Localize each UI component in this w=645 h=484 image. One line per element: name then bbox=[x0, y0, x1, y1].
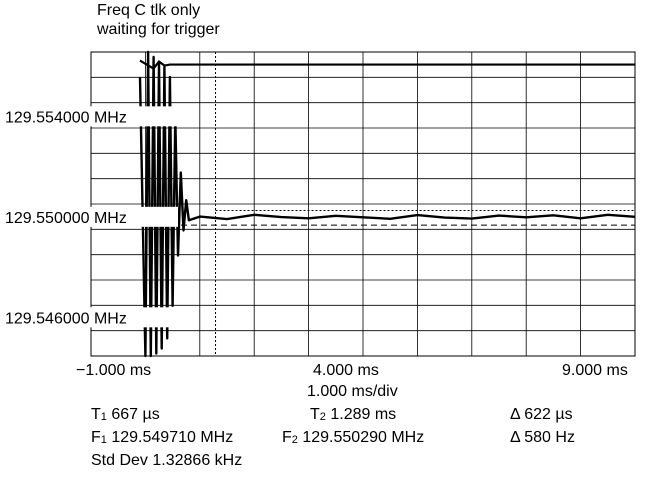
t1-readout: T1 667 µs bbox=[91, 406, 160, 423]
t2-readout: T2 1.289 ms bbox=[310, 406, 397, 423]
traces bbox=[138, 50, 636, 358]
std-dev-prefix: Std Dev bbox=[91, 452, 148, 469]
y-tick-label-bg bbox=[2, 206, 178, 227]
y-tick-labels: 129.554000 MHz 129.550000 MHz 129.546000 M… bbox=[2, 106, 178, 328]
dt-value: 622 µs bbox=[524, 406, 573, 423]
status-line-2: waiting for trigger bbox=[97, 21, 220, 38]
f2-value: 129.550290 MHz bbox=[302, 429, 425, 446]
t2-value: 1.289 ms bbox=[330, 406, 397, 423]
x-tick-label-mid: 4.000 ms bbox=[313, 362, 379, 379]
trace-line bbox=[138, 50, 636, 358]
x-tick-label-right: 9.000 ms bbox=[562, 362, 628, 379]
f2-readout: F2 129.550290 MHz bbox=[282, 429, 425, 446]
y-tick-label-bg bbox=[2, 106, 178, 127]
f1-value: 129.549710 MHz bbox=[111, 429, 234, 446]
upper-trace-line bbox=[139, 59, 635, 71]
marker-lines bbox=[91, 52, 635, 356]
f1-readout: F1 129.549710 MHz bbox=[91, 429, 234, 446]
df-value: 580 Hz bbox=[524, 429, 575, 446]
dt-readout: Δ 622 µs bbox=[510, 406, 573, 423]
y-tick-label: 129.546000 MHz bbox=[5, 310, 127, 327]
std-dev-readout: Std Dev 1.32866 kHz bbox=[91, 451, 242, 471]
y-tick-label: 129.550000 MHz bbox=[5, 210, 127, 227]
plot-frame bbox=[90, 51, 636, 357]
y-tick-label: 129.554000 MHz bbox=[5, 109, 127, 126]
t1-value: 667 µs bbox=[111, 406, 160, 423]
y-tick-label-bg bbox=[2, 307, 178, 328]
std-dev-value: 1.32866 kHz bbox=[152, 452, 243, 469]
x-tick-label-left: −1.000 ms bbox=[76, 362, 152, 379]
timebase-label: 1.000 ms/div bbox=[307, 383, 398, 400]
df-readout: Δ 580 Hz bbox=[510, 429, 575, 446]
status-line-1: Freq C tlk only bbox=[97, 2, 201, 19]
